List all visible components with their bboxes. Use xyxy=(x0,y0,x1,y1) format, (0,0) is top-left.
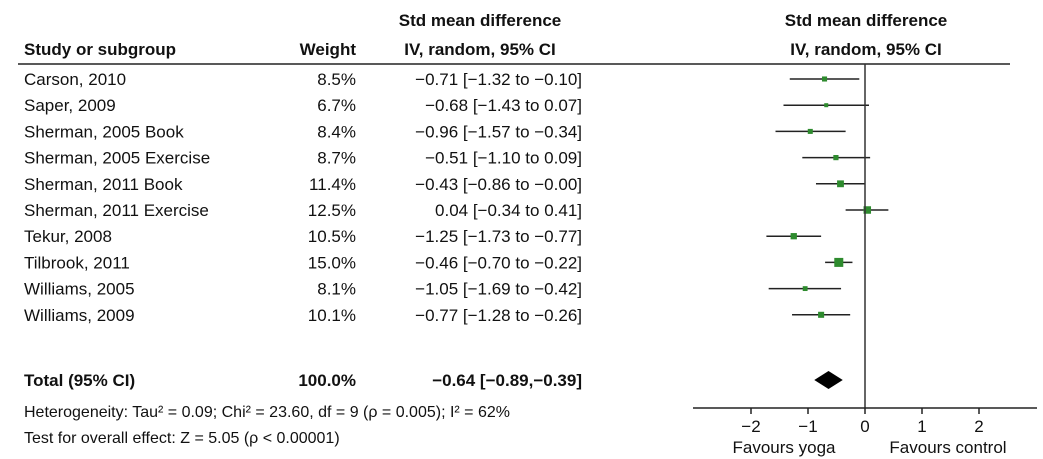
study-ci-text: −0.71 [−1.32 to −0.10] xyxy=(415,70,582,89)
x-axis-ticks: −2 −1 0 1 2 xyxy=(741,408,984,436)
study-weight: 8.4% xyxy=(317,122,356,141)
x-tick-label: 1 xyxy=(917,417,926,436)
study-ci-text: −0.96 [−1.57 to −0.34] xyxy=(415,122,582,141)
pooled-diamond xyxy=(814,371,843,389)
study-row: Sherman, 2011 Exercise 12.5% 0.04 [−0.34 t… xyxy=(24,201,889,220)
study-row: Williams, 2005 8.1% −1.05 [−1.69 to −0.42] xyxy=(24,280,842,299)
study-rows: Carson, 2010 8.5% −0.71 [−1.32 to −0.10] Sa… xyxy=(24,70,889,325)
study-weight: 12.5% xyxy=(308,201,356,220)
study-name: Sherman, 2005 Book xyxy=(24,122,184,141)
study-weight: 10.5% xyxy=(308,227,356,246)
study-row: Tekur, 2008 10.5% −1.25 [−1.73 to −0.77] xyxy=(24,227,822,246)
x-tick-label: 0 xyxy=(860,417,869,436)
study-row: Sherman, 2005 Exercise 8.7% −0.51 [−1.10 t… xyxy=(24,149,871,168)
study-name: Carson, 2010 xyxy=(24,70,126,89)
study-ci-text: −0.43 [−0.86 to −0.00] xyxy=(415,175,582,194)
smd-header-line2: IV, random, 95% CI xyxy=(404,40,555,59)
total-ci-text: −0.64 [−0.89,−0.39] xyxy=(432,371,582,390)
overall-effect-text: Test for overall effect: Z = 5.05 (ρ < 0… xyxy=(24,430,340,447)
study-ci-text: 0.04 [−0.34 to 0.41] xyxy=(435,201,582,220)
study-ci-text: −0.46 [−0.70 to −0.22] xyxy=(415,253,582,272)
study-column-header: Study or subgroup xyxy=(24,40,176,59)
study-point xyxy=(818,311,825,318)
smd-header-line1: Std mean difference xyxy=(399,11,562,30)
weight-column-header: Weight xyxy=(300,40,357,59)
study-point xyxy=(821,76,828,82)
study-row: Sherman, 2011 Book 11.4% −0.43 [−0.86 to −… xyxy=(24,175,865,194)
study-name: Sherman, 2005 Exercise xyxy=(24,149,210,168)
study-point xyxy=(802,286,808,292)
study-point xyxy=(834,257,844,267)
study-weight: 8.1% xyxy=(317,280,356,299)
study-ci-text: −0.51 [−1.10 to 0.09] xyxy=(425,149,582,168)
study-row: Sherman, 2005 Book 8.4% −0.96 [−1.57 to −0… xyxy=(24,122,846,141)
study-name: Saper, 2009 xyxy=(24,96,116,115)
heterogeneity-text: Heterogeneity: Tau² = 0.09; Chi² = 23.60… xyxy=(24,404,510,421)
total-label: Total (95% CI) xyxy=(24,371,135,390)
x-tick-label: 2 xyxy=(974,417,983,436)
study-weight: 10.1% xyxy=(308,306,356,325)
study-weight: 6.7% xyxy=(317,96,356,115)
x-tick-label: −1 xyxy=(798,417,817,436)
total-weight: 100.0% xyxy=(298,371,356,390)
study-weight: 8.5% xyxy=(317,70,356,89)
study-row: Tilbrook, 2011 15.0% −0.46 [−0.70 to −0.22… xyxy=(24,253,853,272)
study-ci-text: −0.68 [−1.43 to 0.07] xyxy=(425,96,582,115)
study-point xyxy=(790,233,797,240)
study-row: Saper, 2009 6.7% −0.68 [−1.43 to 0.07] xyxy=(24,96,869,115)
x-tick-label: −2 xyxy=(741,417,760,436)
study-point xyxy=(824,103,829,108)
study-weight: 15.0% xyxy=(308,253,356,272)
study-point xyxy=(833,154,839,161)
study-ci-text: −1.25 [−1.73 to −0.77] xyxy=(415,227,582,246)
study-name: Williams, 2009 xyxy=(24,306,135,325)
study-name: Sherman, 2011 Book xyxy=(24,175,183,194)
plot-header-line1: Std mean difference xyxy=(785,11,948,30)
study-ci-text: −0.77 [−1.28 to −0.26] xyxy=(415,306,582,325)
study-ci-text: −1.05 [−1.69 to −0.42] xyxy=(415,280,582,299)
study-row: Williams, 2009 10.1% −0.77 [−1.28 to −0.26… xyxy=(24,306,851,325)
study-weight: 11.4% xyxy=(309,175,356,194)
study-row: Carson, 2010 8.5% −0.71 [−1.32 to −0.10] xyxy=(24,70,860,89)
favours-yoga-label: Favours yoga xyxy=(733,438,837,457)
study-name: Tekur, 2008 xyxy=(24,227,112,246)
plot-header-line2: IV, random, 95% CI xyxy=(790,40,941,59)
favours-control-label: Favours control xyxy=(889,438,1006,457)
study-point xyxy=(807,128,813,134)
study-name: Williams, 2005 xyxy=(24,280,135,299)
study-weight: 8.7% xyxy=(317,149,356,168)
study-name: Tilbrook, 2011 xyxy=(24,253,130,272)
study-name: Sherman, 2011 Exercise xyxy=(24,201,209,220)
study-point xyxy=(863,206,872,214)
study-point xyxy=(837,180,844,188)
